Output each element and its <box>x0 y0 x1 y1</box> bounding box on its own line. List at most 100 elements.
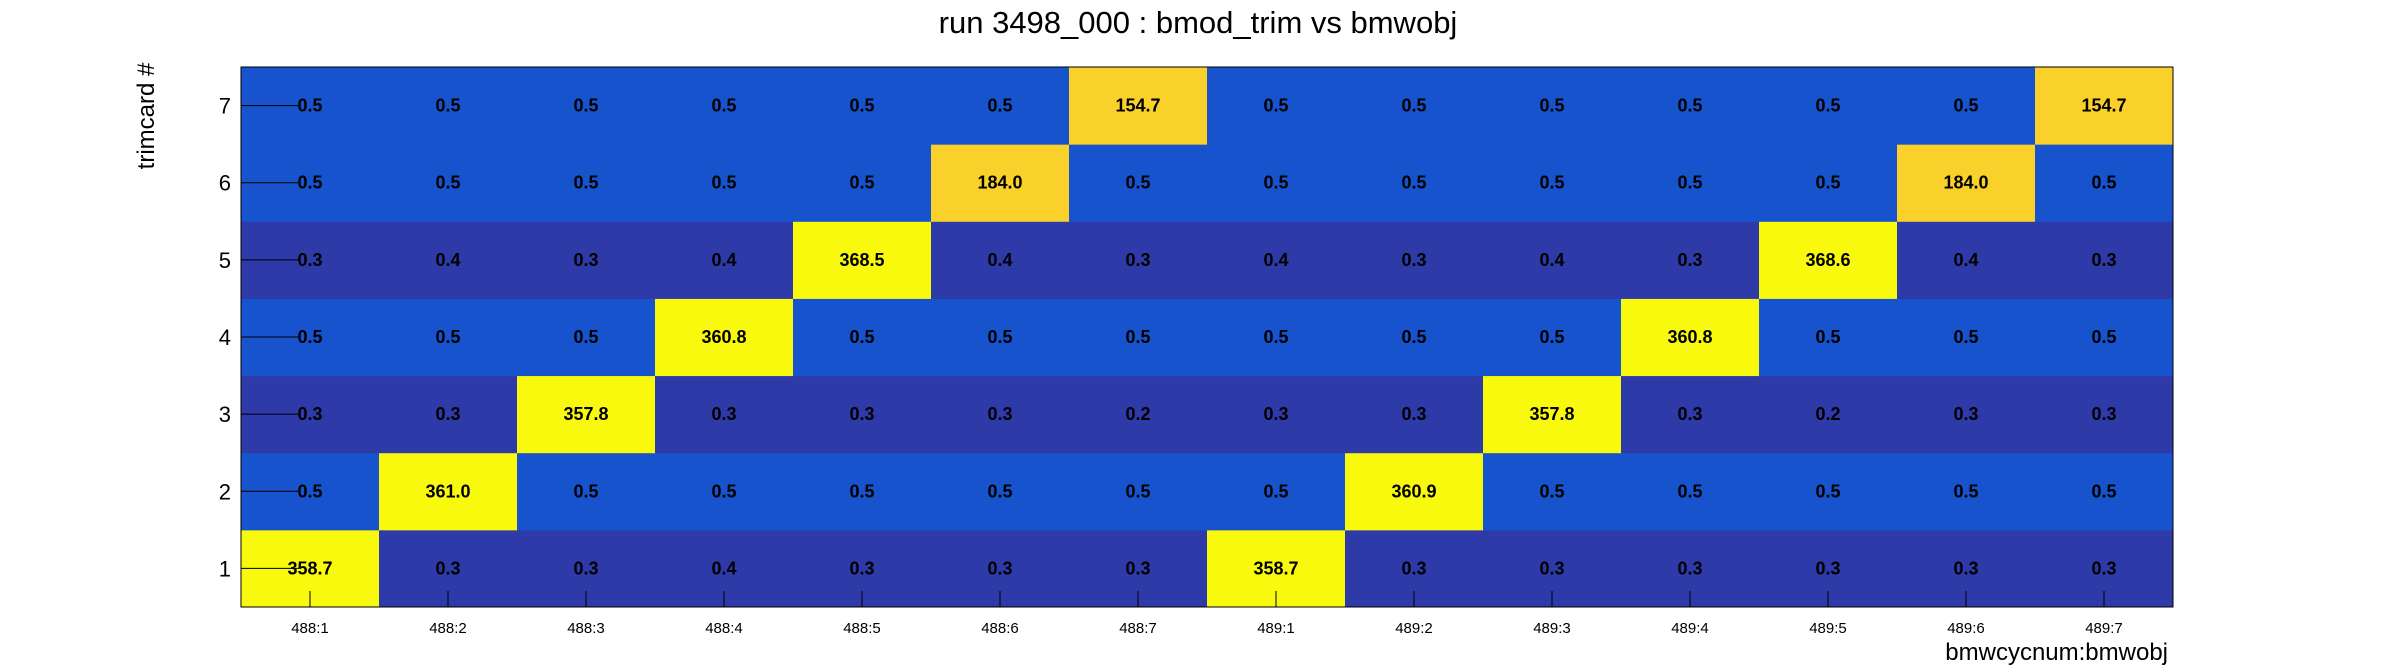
y-axis-title: trimcard # <box>133 62 160 169</box>
cell-value-label: 184.0 <box>977 173 1022 193</box>
cell-value-label: 0.5 <box>1539 173 1564 193</box>
cell-value-label: 0.3 <box>1677 404 1702 424</box>
heatmap-cell <box>1345 452 1484 531</box>
cell-value-label: 0.5 <box>573 481 598 501</box>
heatmap-cell <box>793 144 932 222</box>
cell-value-label: 0.5 <box>1677 173 1702 193</box>
cell-value-label: 0.5 <box>1953 327 1978 347</box>
cell-value-label: 0.5 <box>1815 96 1840 116</box>
y-tick-label: 1 <box>219 556 231 581</box>
cell-value-label: 0.5 <box>849 481 874 501</box>
cell-value-label: 0.5 <box>297 173 322 193</box>
heatmap-cell <box>1759 144 1898 222</box>
cell-value-label: 0.5 <box>711 481 736 501</box>
cell-value-label: 0.5 <box>1677 481 1702 501</box>
cell-value-label: 357.8 <box>1529 404 1574 424</box>
cell-value-label: 0.3 <box>1401 250 1426 270</box>
heatmap-cell <box>1069 221 1208 299</box>
cell-value-label: 0.5 <box>1263 173 1288 193</box>
heatmap-cell <box>379 144 518 222</box>
heatmap-cell <box>1207 221 1346 299</box>
heatmap-cell <box>517 298 656 377</box>
cell-value-label: 360.9 <box>1391 481 1436 501</box>
x-tick-label: 489:2 <box>1395 620 1433 637</box>
cell-value-label: 0.5 <box>1953 96 1978 116</box>
cell-value-label: 0.5 <box>573 327 598 347</box>
x-tick-label: 488:2 <box>429 620 467 637</box>
heatmap-cell <box>1207 298 1346 377</box>
cell-value-label: 360.8 <box>701 327 746 347</box>
cell-value-label: 361.0 <box>425 481 470 501</box>
cell-value-label: 0.5 <box>849 96 874 116</box>
cell-value-label: 0.3 <box>297 250 322 270</box>
cell-value-label: 358.7 <box>287 558 332 578</box>
heatmap-cell <box>2035 298 2174 377</box>
heatmap-cell <box>1345 221 1484 299</box>
heatmap-cell <box>655 67 794 145</box>
heatmap-cell <box>379 452 518 531</box>
heatmap-cell <box>793 452 932 531</box>
cell-value-label: 0.5 <box>2091 327 2116 347</box>
heatmap-cell <box>793 67 932 145</box>
heatmap-cell <box>1207 375 1346 454</box>
heatmap-cell <box>931 144 1070 222</box>
cell-value-label: 0.5 <box>1401 173 1426 193</box>
heatmap-cells <box>241 67 2174 608</box>
cell-value-label: 0.4 <box>1953 250 1978 270</box>
x-tick-label: 489:1 <box>1257 620 1295 637</box>
heatmap-cell <box>517 67 656 145</box>
heatmap-cell <box>931 298 1070 377</box>
heatmap-cell <box>1207 452 1346 531</box>
cell-value-label: 357.8 <box>563 404 608 424</box>
heatmap-cell <box>1069 452 1208 531</box>
cell-value-label: 0.5 <box>297 481 322 501</box>
heatmap-cell <box>1483 452 1622 531</box>
heatmap-cell <box>1897 144 2036 222</box>
cell-value-label: 0.3 <box>2091 250 2116 270</box>
cell-value-label: 0.5 <box>435 96 460 116</box>
cell-value-label: 0.5 <box>1815 481 1840 501</box>
y-axis: 1 2 3 4 5 6 7 <box>219 94 299 581</box>
cell-value-label: 0.3 <box>1125 250 1150 270</box>
heatmap-cell <box>1897 221 2036 299</box>
cell-value-label: 0.5 <box>987 96 1012 116</box>
cell-value-label: 0.5 <box>1815 327 1840 347</box>
x-axis: 488:1 488:2 488:3 488:4 488:5 488:6 488:7 489:1… <box>291 591 2123 637</box>
cell-value-label: 0.5 <box>1125 481 1150 501</box>
heatmap-cell <box>1207 67 1346 145</box>
heatmap-cell <box>1069 298 1208 377</box>
cell-value-label: 0.3 <box>987 558 1012 578</box>
heatmap-cell <box>931 452 1070 531</box>
cell-value-label: 0.5 <box>1677 96 1702 116</box>
heatmap-cell <box>379 375 518 454</box>
cell-value-label: 0.5 <box>435 173 460 193</box>
cell-value-label: 0.5 <box>573 96 598 116</box>
cell-value-label: 0.3 <box>1815 558 1840 578</box>
x-tick-label: 489:6 <box>1947 620 1985 637</box>
heatmap-cell <box>1207 144 1346 222</box>
cell-value-label: 0.3 <box>573 558 598 578</box>
x-tick-label: 488:7 <box>1119 620 1157 637</box>
heatmap-cell <box>655 221 794 299</box>
cell-value-label: 0.5 <box>297 327 322 347</box>
heatmap-cell <box>1759 67 1898 145</box>
cell-value-label: 0.3 <box>1677 558 1702 578</box>
heatmap-cell <box>1621 221 1760 299</box>
cell-value-label: 0.3 <box>987 404 1012 424</box>
heatmap-cell <box>1483 298 1622 377</box>
cell-value-label: 0.5 <box>1539 327 1564 347</box>
cell-value-label: 0.5 <box>1401 327 1426 347</box>
cell-value-label: 358.7 <box>1253 558 1298 578</box>
cell-value-label: 0.5 <box>435 327 460 347</box>
heatmap-cell <box>379 67 518 145</box>
heatmap-cell <box>793 298 932 377</box>
heatmap-cell <box>517 452 656 531</box>
cell-value-label: 0.5 <box>987 481 1012 501</box>
heatmap-cell <box>1621 67 1760 145</box>
heatmap-cell <box>793 221 932 299</box>
cell-value-label: 0.3 <box>2091 404 2116 424</box>
cell-value-label: 0.5 <box>1263 327 1288 347</box>
x-tick-label: 489:4 <box>1671 620 1709 637</box>
cell-value-label: 0.5 <box>1125 327 1150 347</box>
cell-value-label: 0.5 <box>849 173 874 193</box>
